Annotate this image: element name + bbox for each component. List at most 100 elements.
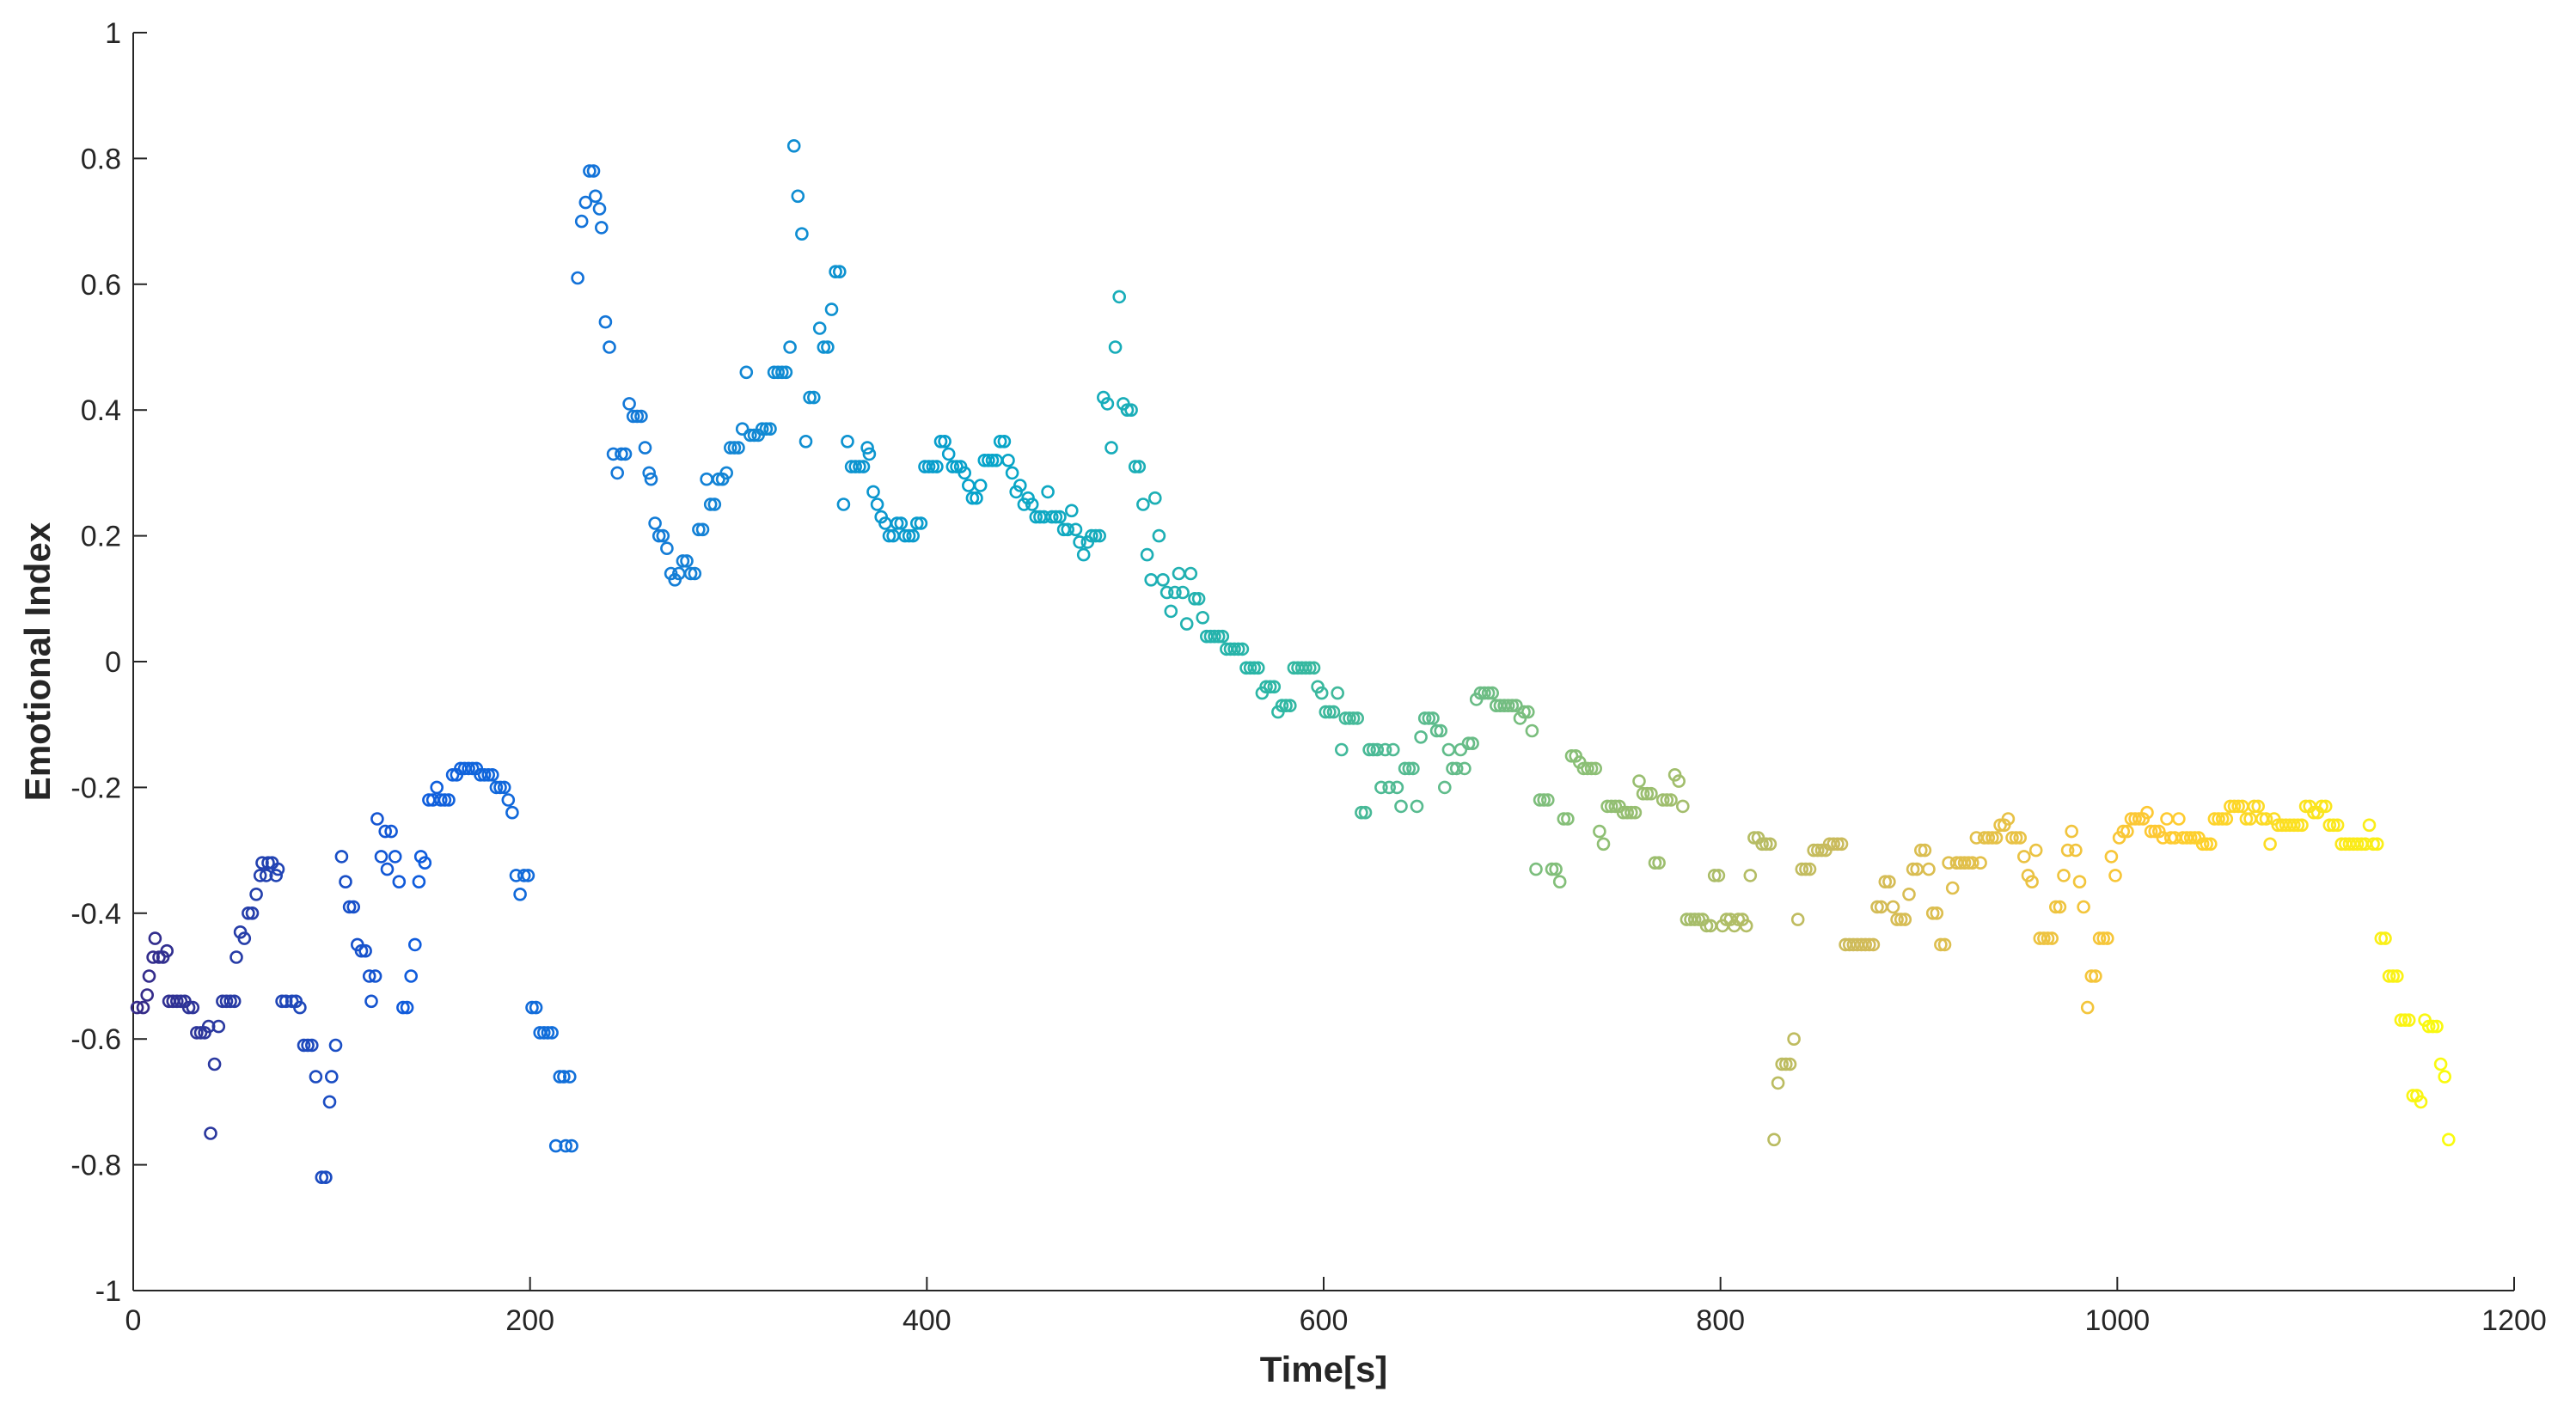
data-point [370, 812, 384, 826]
data-point [309, 1070, 323, 1084]
data-point [1478, 686, 1491, 700]
data-point [832, 265, 847, 279]
data-point [578, 195, 593, 210]
y-tick-label: 0.4 [81, 394, 121, 427]
x-tick-label: 800 [1696, 1304, 1745, 1337]
data-point [727, 441, 742, 455]
data-point [1346, 711, 1361, 725]
data-point [1588, 761, 1602, 776]
data-point [2212, 812, 2225, 826]
data-point [1898, 913, 1912, 926]
data-point [304, 1038, 319, 1053]
data-point [146, 950, 160, 964]
data-point [2089, 969, 2102, 983]
data-point [1374, 780, 1388, 795]
data-point [1934, 937, 1948, 952]
data-point [1259, 680, 1273, 694]
data-point [548, 1138, 563, 1153]
data-point [2104, 850, 2119, 864]
data-point [1561, 812, 1575, 826]
data-point [1410, 799, 1424, 814]
data-point [1906, 862, 1920, 876]
data-point [571, 271, 584, 285]
data-point [2327, 818, 2340, 833]
data-point [1179, 617, 1194, 631]
data-point [1966, 856, 1979, 870]
data-point [1564, 748, 1579, 763]
data-point [1699, 919, 1714, 933]
data-point [862, 447, 877, 461]
data-point [1148, 491, 1162, 505]
data-point [430, 780, 444, 795]
data-point [1886, 900, 1900, 914]
data-point [227, 994, 242, 1009]
data-point [786, 139, 801, 153]
data-point [1132, 460, 1147, 473]
data-point [442, 793, 456, 807]
data-point [1632, 774, 1646, 788]
data-point [1045, 510, 1059, 524]
data-point [211, 1019, 226, 1034]
data-point [545, 1026, 559, 1040]
data-point [1362, 742, 1376, 757]
data-point [489, 780, 504, 795]
data-point [2128, 812, 2142, 826]
data-point [2053, 900, 2067, 914]
data-point [1156, 572, 1170, 587]
data-point [1394, 799, 1408, 814]
data-point [364, 994, 378, 1009]
data-point [1299, 661, 1312, 675]
data-point [618, 447, 633, 461]
data-point [493, 780, 507, 795]
data-point [1243, 661, 1257, 675]
data-point [1655, 793, 1670, 807]
data-point [941, 447, 956, 461]
data-point [445, 767, 460, 782]
data-point [2394, 1013, 2408, 1027]
data-point [2318, 799, 2333, 814]
data-point [1263, 680, 1277, 694]
data-point [1370, 742, 1385, 757]
data-point [2017, 850, 2031, 864]
data-point [2045, 931, 2059, 945]
x-tick-label: 0 [125, 1304, 142, 1337]
data-point [1390, 780, 1404, 795]
data-point [1306, 661, 1321, 675]
data-point [1707, 869, 1722, 882]
data-point [2080, 1000, 2095, 1015]
y-tick-label: 0.8 [81, 143, 121, 175]
data-point [271, 862, 285, 876]
data-point [2239, 812, 2254, 826]
data-point [2295, 818, 2309, 833]
data-point [1358, 805, 1373, 820]
data-point [130, 1000, 144, 1015]
data-point [755, 422, 769, 436]
data-point [2132, 812, 2146, 826]
data-point [1533, 793, 1547, 807]
data-point [418, 856, 432, 870]
data-point [622, 397, 636, 411]
data-point [1013, 479, 1027, 492]
data-point [1541, 793, 1555, 807]
data-point [812, 321, 827, 335]
data-point [1648, 856, 1662, 870]
data-point [2259, 812, 2273, 826]
data-point [2013, 831, 2027, 845]
data-point [982, 453, 995, 467]
data-point [841, 434, 854, 449]
data-point [1068, 522, 1083, 537]
x-tick-label: 400 [903, 1304, 951, 1337]
data-point [2028, 843, 2043, 858]
data-point [1596, 837, 1611, 852]
data-point [362, 969, 376, 983]
x-tick-label: 1200 [2481, 1304, 2547, 1337]
data-point [1743, 869, 1758, 882]
data-point [1485, 686, 1499, 700]
data-point [334, 850, 349, 864]
data-point [2398, 1013, 2412, 1027]
data-point [1687, 913, 1702, 926]
data-point [201, 1019, 216, 1034]
data-point [985, 453, 1000, 467]
data-point [1790, 913, 1805, 926]
